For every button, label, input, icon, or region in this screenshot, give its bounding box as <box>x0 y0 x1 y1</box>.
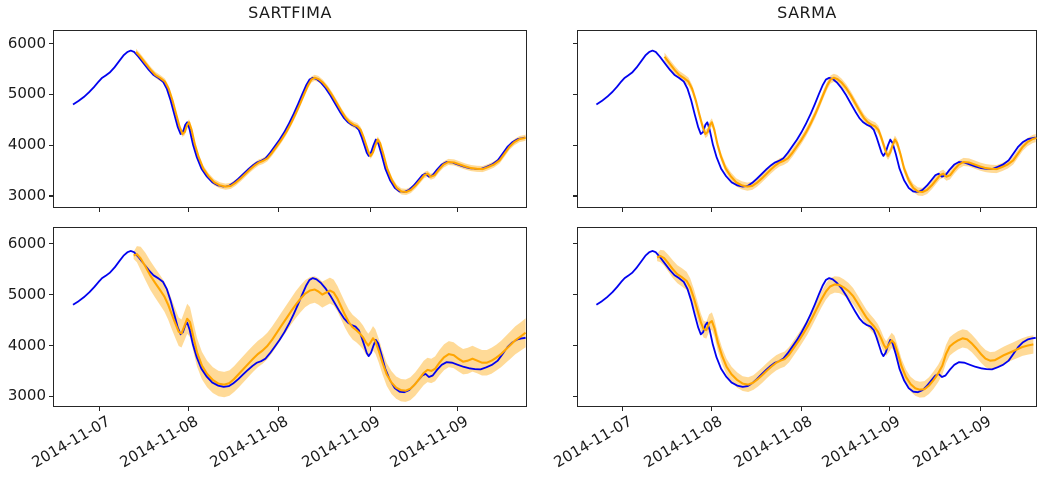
y-tickmark-sartfima-long-1 <box>49 344 53 347</box>
y-tickmark-sarma-long-0 <box>573 395 577 397</box>
x-tickmark-sartfima-long-0 <box>99 407 101 411</box>
y-tickmark-sarma-short-0 <box>573 195 577 197</box>
confidence-band <box>133 246 526 402</box>
forecast-median-line <box>656 254 1034 391</box>
y-tick-label-sartfima-short-3000: 3000 <box>7 186 46 204</box>
plot-area-sartfima-long <box>72 246 527 402</box>
x-tickmark-sartfima-short-1 <box>187 208 189 212</box>
x-tick-label-sartfima-long-2: 2014-11-08 <box>206 412 292 472</box>
subplot-sartfima-short <box>53 30 527 208</box>
x-tick-label-sartfima-long-3: 2014-11-09 <box>298 412 384 472</box>
observed-line <box>72 49 526 193</box>
subplot-sarma-long <box>577 227 1037 407</box>
y-tickmark-sartfima-long-3 <box>49 243 53 245</box>
subplot-sartfima-long <box>53 227 527 407</box>
y-tick-label-sartfima-long-3000: 3000 <box>7 386 46 405</box>
subplot-sarma-short <box>577 30 1037 208</box>
confidence-band <box>664 52 1036 196</box>
subplot-column-title-sartfima: SARTFIMA <box>248 3 332 22</box>
observed-line <box>72 249 526 394</box>
x-tickmark-sarma-long-0 <box>621 407 623 411</box>
subplot-column-title-sarma: SARMA <box>777 3 837 22</box>
observed-line <box>595 249 1036 394</box>
x-tickmark-sarma-short-1 <box>711 208 713 212</box>
y-tick-label-sartfima-long-4000: 4000 <box>7 335 46 354</box>
y-tickmark-sarma-short-1 <box>573 144 577 146</box>
y-tick-label-sartfima-long-6000: 6000 <box>7 233 46 252</box>
y-tickmark-sartfima-short-2 <box>49 93 53 95</box>
x-tickmark-sartfima-short-4 <box>457 208 459 212</box>
x-tick-label-sartfima-long-0: 2014-11-07 <box>28 412 113 472</box>
plot-area-sarma-long <box>595 249 1036 398</box>
x-tickmark-sartfima-short-2 <box>277 208 279 212</box>
x-tickmark-sarma-short-2 <box>801 208 803 212</box>
y-tickmark-sartfima-short-0 <box>49 195 53 197</box>
x-tickmark-sarma-short-4 <box>980 208 982 212</box>
x-tickmark-sartfima-short-0 <box>99 208 101 212</box>
plot-area-sartfima-short <box>72 48 527 195</box>
y-tickmark-sartfima-long-2 <box>49 294 53 296</box>
x-tick-label-sartfima-long-1: 2014-11-08 <box>116 412 202 472</box>
observed-line <box>595 49 1036 193</box>
y-tickmark-sarma-long-2 <box>573 294 577 296</box>
y-tick-label-sartfima-short-6000: 6000 <box>7 33 46 52</box>
x-tickmark-sartfima-long-2 <box>277 407 279 411</box>
y-tickmark-sartfima-long-0 <box>49 395 53 397</box>
y-tickmark-sarma-short-2 <box>573 93 577 95</box>
forecast-median-line <box>133 253 527 392</box>
x-tickmark-sartfima-short-3 <box>369 208 371 212</box>
x-tickmark-sarma-long-2 <box>801 407 803 411</box>
x-tick-label-sarma-long-3: 2014-11-09 <box>818 412 903 472</box>
x-tickmark-sarma-short-0 <box>621 208 623 212</box>
x-tickmark-sartfima-long-1 <box>187 407 189 411</box>
x-tick-label-sartfima-long-4: 2014-11-09 <box>386 412 471 472</box>
y-tick-label-sartfima-short-5000: 5000 <box>7 84 46 103</box>
forecast-median-line <box>663 56 1037 194</box>
x-tick-label-sarma-long-2: 2014-11-08 <box>730 412 815 472</box>
y-tickmark-sarma-long-3 <box>573 243 577 245</box>
plot-area-sarma-short <box>595 49 1037 196</box>
y-tickmark-sartfima-short-1 <box>49 144 53 146</box>
confidence-band <box>136 48 526 195</box>
x-tickmark-sarma-long-3 <box>889 407 891 411</box>
x-tickmark-sarma-short-3 <box>889 208 891 212</box>
x-tick-label-sarma-long-4: 2014-11-09 <box>909 412 994 472</box>
x-tickmark-sarma-long-4 <box>980 407 982 411</box>
y-tickmark-sartfima-short-3 <box>49 42 53 45</box>
y-tick-label-sartfima-short-4000: 4000 <box>7 135 46 154</box>
x-tickmark-sartfima-long-3 <box>369 407 371 411</box>
x-tick-label-sarma-long-1: 2014-11-08 <box>640 412 725 472</box>
forecast-median-line <box>135 51 527 194</box>
y-tick-label-sartfima-long-5000: 5000 <box>7 284 46 303</box>
x-tickmark-sartfima-long-4 <box>457 407 459 411</box>
x-tick-label-sarma-long-0: 2014-11-07 <box>550 412 636 472</box>
x-tickmark-sarma-long-1 <box>711 407 713 411</box>
y-tickmark-sarma-long-1 <box>573 344 577 347</box>
y-tickmark-sarma-short-3 <box>573 42 577 45</box>
